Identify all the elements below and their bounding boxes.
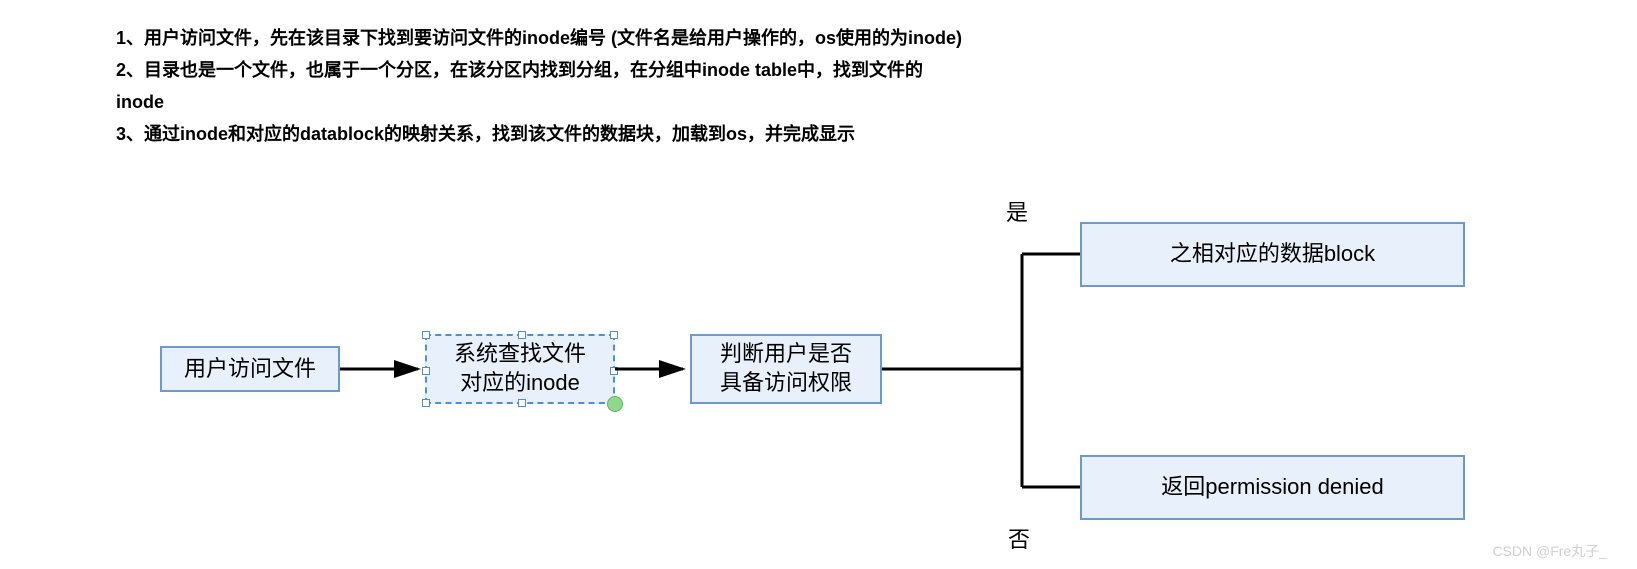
edge-branch — [882, 250, 1082, 490]
desc-line-3: inode — [116, 88, 164, 117]
node-label: 判断用户是否 具备访问权限 — [720, 340, 852, 397]
desc-line-2: 2、目录也是一个文件，也属于一个分区，在该分区内找到分组，在分组中inode t… — [116, 56, 923, 85]
node-check-permission[interactable]: 判断用户是否 具备访问权限 — [690, 334, 882, 404]
resize-handle[interactable] — [422, 399, 430, 407]
node-label: 返回permission denied — [1161, 473, 1384, 502]
resize-handle[interactable] — [518, 399, 526, 407]
node-find-inode[interactable]: 系统查找文件 对应的inode — [425, 334, 615, 404]
resize-handle[interactable] — [422, 331, 430, 339]
branch-label-no: 否 — [1008, 522, 1030, 554]
edge-2-3 — [615, 360, 690, 380]
node-label: 之相对应的数据block — [1170, 240, 1375, 269]
branch-label-yes: 是 — [1006, 195, 1028, 227]
resize-handle[interactable] — [610, 331, 618, 339]
desc-line-1: 1、用户访问文件，先在该目录下找到要访问文件的inode编号 (文件名是给用户操… — [116, 24, 962, 53]
resize-handle[interactable] — [518, 331, 526, 339]
node-user-access[interactable]: 用户访问文件 — [160, 346, 340, 392]
node-permission-denied[interactable]: 返回permission denied — [1080, 455, 1465, 520]
watermark: CSDN @Fre丸子_ — [1492, 541, 1607, 561]
node-label: 系统查找文件 对应的inode — [454, 340, 586, 397]
node-label: 用户访问文件 — [184, 355, 316, 384]
node-data-block[interactable]: 之相对应的数据block — [1080, 222, 1465, 287]
rotate-handle[interactable] — [607, 396, 623, 412]
desc-line-4: 3、通过inode和对应的datablock的映射关系，找到该文件的数据块，加载… — [116, 120, 855, 149]
edge-1-2 — [340, 360, 425, 380]
